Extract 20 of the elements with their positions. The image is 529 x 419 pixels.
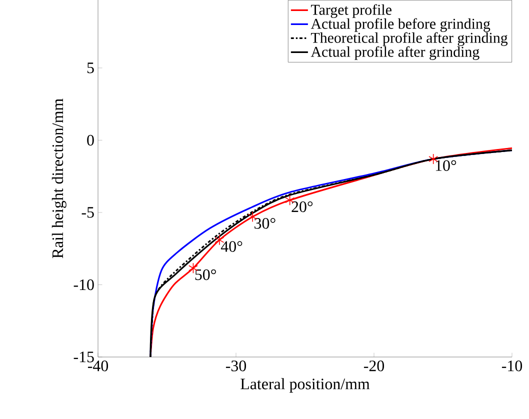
y-tick-label: -15 — [74, 352, 94, 362]
annotation: 10° — [436, 160, 456, 171]
legend-label: Actual profile after grinding — [310, 46, 480, 60]
y-tick-label: 0 — [87, 134, 94, 146]
y-axis-title: Rail height direction/mm — [52, 98, 66, 258]
annotation: 20° — [292, 201, 313, 212]
x-tick-label: -20 — [364, 360, 384, 372]
y-tick-label: -5 — [82, 207, 94, 218]
y-tick-label: -10 — [74, 279, 94, 290]
x-tick-label: -10 — [502, 360, 522, 372]
annotation: 40° — [220, 241, 242, 252]
y-tick-label: 5 — [87, 62, 94, 74]
legend-label: Theoretical profile after grinding — [310, 32, 508, 46]
annotation: 30° — [254, 218, 276, 229]
x-tick-label: -40 — [88, 360, 108, 372]
annotation: 50° — [195, 269, 216, 280]
legend-label: Actual profile before grinding — [310, 18, 490, 32]
legend-label: Target profile — [310, 4, 392, 18]
x-tick-label: -30 — [226, 360, 246, 372]
x-axis-title: Lateral position/mm — [240, 378, 370, 393]
